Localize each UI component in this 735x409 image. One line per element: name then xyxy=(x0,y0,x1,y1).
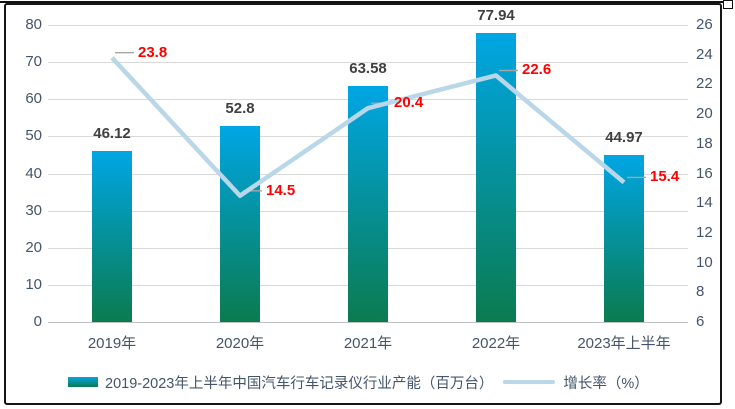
chart-frame: 46.12 52.8 63.58 77.94 44.97 23.8 14.5 20.4 22.6… xyxy=(4,3,722,405)
right-axis-tick: 10 xyxy=(696,253,713,271)
category-label-2022年: 2022年 xyxy=(471,335,521,352)
left-axis-tick: 50 xyxy=(25,127,42,145)
growth-rate-label: 23.8 xyxy=(138,43,168,61)
category-label-2019年: 2019年 xyxy=(87,335,137,352)
resize-handle[interactable] xyxy=(723,0,733,9)
left-axis-tick: 40 xyxy=(25,164,42,182)
bar-2020年 xyxy=(220,125,260,322)
right-axis-tick: 18 xyxy=(696,134,713,152)
right-axis-tick: 16 xyxy=(696,164,713,182)
right-axis-tick: 24 xyxy=(696,45,713,63)
line-series-layer xyxy=(110,51,646,199)
category-label-2021年: 2021年 xyxy=(343,335,393,352)
bar-series-legend-label: 2019-2023年上半年中国汽车行车记录仪行业产能（百万台） xyxy=(105,375,494,392)
growth-rate-label: 20.4 xyxy=(394,94,424,112)
right-axis-tick: 8 xyxy=(696,283,705,301)
line-series-legend-label: 增长率（%） xyxy=(563,375,649,392)
bar-value-label: 44.97 xyxy=(605,129,643,147)
category-label-2023年上半年: 2023年上半年 xyxy=(577,335,671,352)
right-axis-tick: 6 xyxy=(696,313,705,330)
right-axis: 26 24 22 20 18 16 14 12 10 8 6 xyxy=(6,5,720,403)
bar-2023年上半年 xyxy=(604,155,644,322)
gridline xyxy=(48,25,688,26)
left-axis-tick: 10 xyxy=(25,275,42,293)
growth-rate-label: 22.6 xyxy=(522,61,552,79)
data-labels-layer: 46.12 52.8 63.58 77.94 44.97 23.8 14.5 20.4 22.6… xyxy=(6,5,720,403)
gridline xyxy=(48,62,688,64)
right-axis-tick: 26 xyxy=(696,16,713,33)
bar-series-swatch xyxy=(68,377,98,387)
left-axis-tick: 30 xyxy=(25,201,42,219)
right-axis-tick: 20 xyxy=(696,105,713,123)
right-axis-tick: 12 xyxy=(696,223,713,241)
bar-value-label: 63.58 xyxy=(349,59,387,77)
top-border-line xyxy=(0,1,724,3)
left-axis-tick: 70 xyxy=(25,53,42,71)
bar-2019年 xyxy=(92,150,132,322)
growth-rate-line xyxy=(110,56,626,199)
bar-value-label: 52.8 xyxy=(225,99,255,117)
growth-rate-label: 14.5 xyxy=(266,181,296,199)
line-series-swatch xyxy=(503,380,556,384)
bar-value-label: 46.12 xyxy=(93,124,131,142)
category-label-2020年: 2020年 xyxy=(215,335,265,352)
left-axis-tick: 20 xyxy=(25,238,42,256)
bar-2021年 xyxy=(348,85,388,322)
category-axis: 2019年 2020年 2021年 2022年 2023年上半年 xyxy=(6,5,720,403)
left-axis-tick: 0 xyxy=(33,313,42,330)
left-axis-tick: 80 xyxy=(25,16,42,33)
left-axis-tick: 60 xyxy=(25,90,42,108)
growth-rate-label: 15.4 xyxy=(650,168,680,186)
right-axis-tick: 22 xyxy=(696,75,713,93)
bar-value-label: 77.94 xyxy=(477,6,515,24)
legend: 2019-2023年上半年中国汽车行车记录仪行业产能（百万台） 增长率（%） xyxy=(68,371,649,393)
right-axis-tick: 14 xyxy=(696,194,713,212)
gridline xyxy=(48,322,688,323)
left-axis: 80 70 60 50 40 30 20 10 0 xyxy=(6,5,720,403)
